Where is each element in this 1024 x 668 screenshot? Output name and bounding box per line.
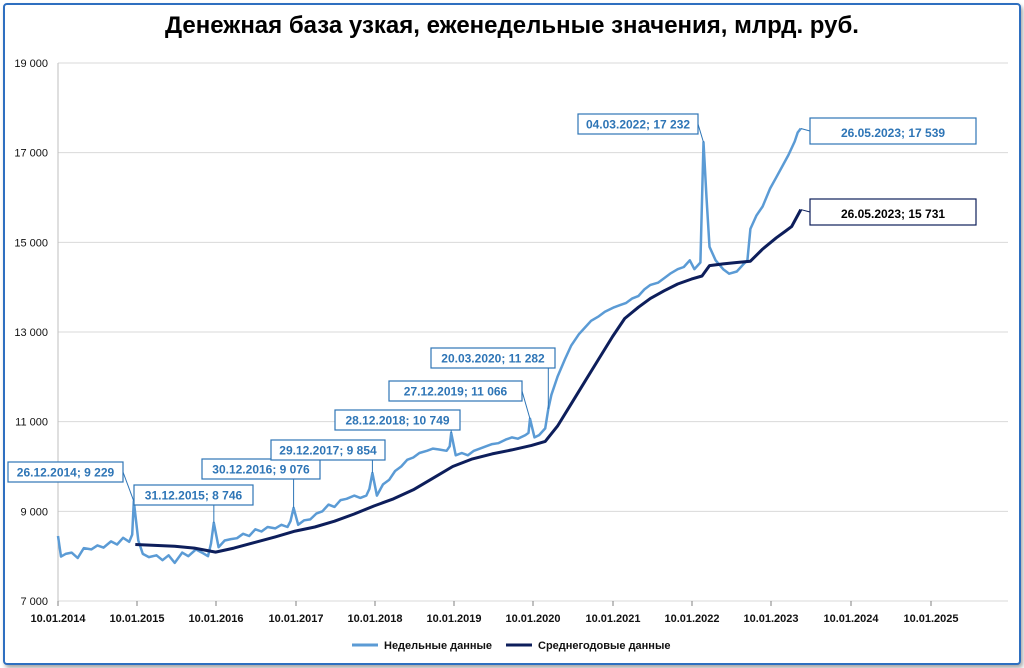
x-axis-ticks: 10.01.2014 10.01.2015 10.01.2016 10.01.2017… — [30, 601, 959, 625]
legend-label: Среднегодовые данные — [538, 640, 670, 652]
series-line-weekly — [56, 127, 802, 565]
annotation-box — [430, 347, 556, 369]
annotation-box — [809, 198, 977, 226]
x-tick-label: 10.01.2019 — [426, 613, 481, 625]
x-tick-label: 10.01.2018 — [347, 613, 402, 625]
grid-lines — [57, 62, 1008, 602]
legend: Недельные данные Среднегодовые данные — [352, 640, 670, 652]
x-tick-label: 10.01.2016 — [188, 613, 243, 625]
x-tick-label: 10.01.2022 — [664, 613, 719, 625]
annotation-box — [270, 439, 386, 461]
y-tick-label: 7 000 — [20, 596, 48, 608]
annotation-box — [334, 409, 461, 431]
x-tick-label: 10.01.2023 — [743, 613, 798, 625]
annotation-label: 26.05.2023; 15 731 — [841, 207, 945, 221]
series-lines — [56, 127, 803, 565]
x-tick-label: 10.01.2015 — [109, 613, 164, 625]
annotation-leader — [697, 123, 704, 143]
series-line-annual-average — [135, 208, 803, 554]
chart-frame — [3, 3, 1021, 665]
x-tick-label: 10.01.2017 — [268, 613, 323, 625]
x-tick-label: 10.01.2020 — [505, 613, 560, 625]
chart-title: Денежная база узкая, еженедельные значен… — [165, 12, 859, 39]
annotation-label: 28.12.2018; 10 749 — [345, 413, 449, 427]
annotation-leader — [800, 209, 811, 213]
annotation-label: 27.12.2019; 11 066 — [404, 384, 508, 398]
annotation-box — [7, 461, 124, 483]
annotation-label: 26.12.2014; 9 229 — [17, 465, 115, 479]
annotation-label: 04.03.2022; 17 232 — [586, 117, 690, 131]
x-tick-label: 10.01.2014 — [30, 613, 86, 625]
annotation-label: 30.12.2016; 9 076 — [212, 462, 310, 476]
annotation-label: 29.12.2017; 9 854 — [279, 443, 377, 457]
annotation-box — [809, 117, 977, 145]
x-tick-label: 10.01.2025 — [903, 613, 958, 625]
y-tick-label: 15 000 — [14, 237, 48, 249]
y-tick-label: 19 000 — [14, 58, 48, 70]
annotation-leader — [521, 390, 531, 419]
annotation-box — [201, 458, 321, 480]
annotation-leader — [800, 128, 811, 132]
y-tick-label: 17 000 — [14, 148, 48, 160]
annotation-box — [388, 380, 523, 402]
legend-label: Недельные данные — [384, 640, 492, 652]
x-tick-label: 10.01.2021 — [585, 613, 640, 625]
annotation-label: 31.12.2015; 8 746 — [145, 488, 243, 502]
annotation-label: 26.05.2023; 17 539 — [841, 126, 945, 140]
annotation-box — [133, 484, 254, 506]
y-tick-label: 9 000 — [20, 506, 48, 518]
annotation-leader — [122, 471, 135, 502]
annotation-label: 20.03.2020; 11 282 — [441, 351, 545, 365]
x-tick-label: 10.01.2024 — [823, 613, 879, 625]
annotation-box — [577, 113, 699, 135]
y-tick-label: 11 000 — [15, 417, 48, 429]
y-axis-ticks: 7 000 9 000 11 000 13 000 15 000 17 000 19 000 — [14, 58, 48, 608]
y-tick-label: 13 000 — [14, 327, 48, 339]
annotations: 26.12.2014; 9 229 31.12.2015; 8 746 30.12.… — [7, 113, 977, 523]
